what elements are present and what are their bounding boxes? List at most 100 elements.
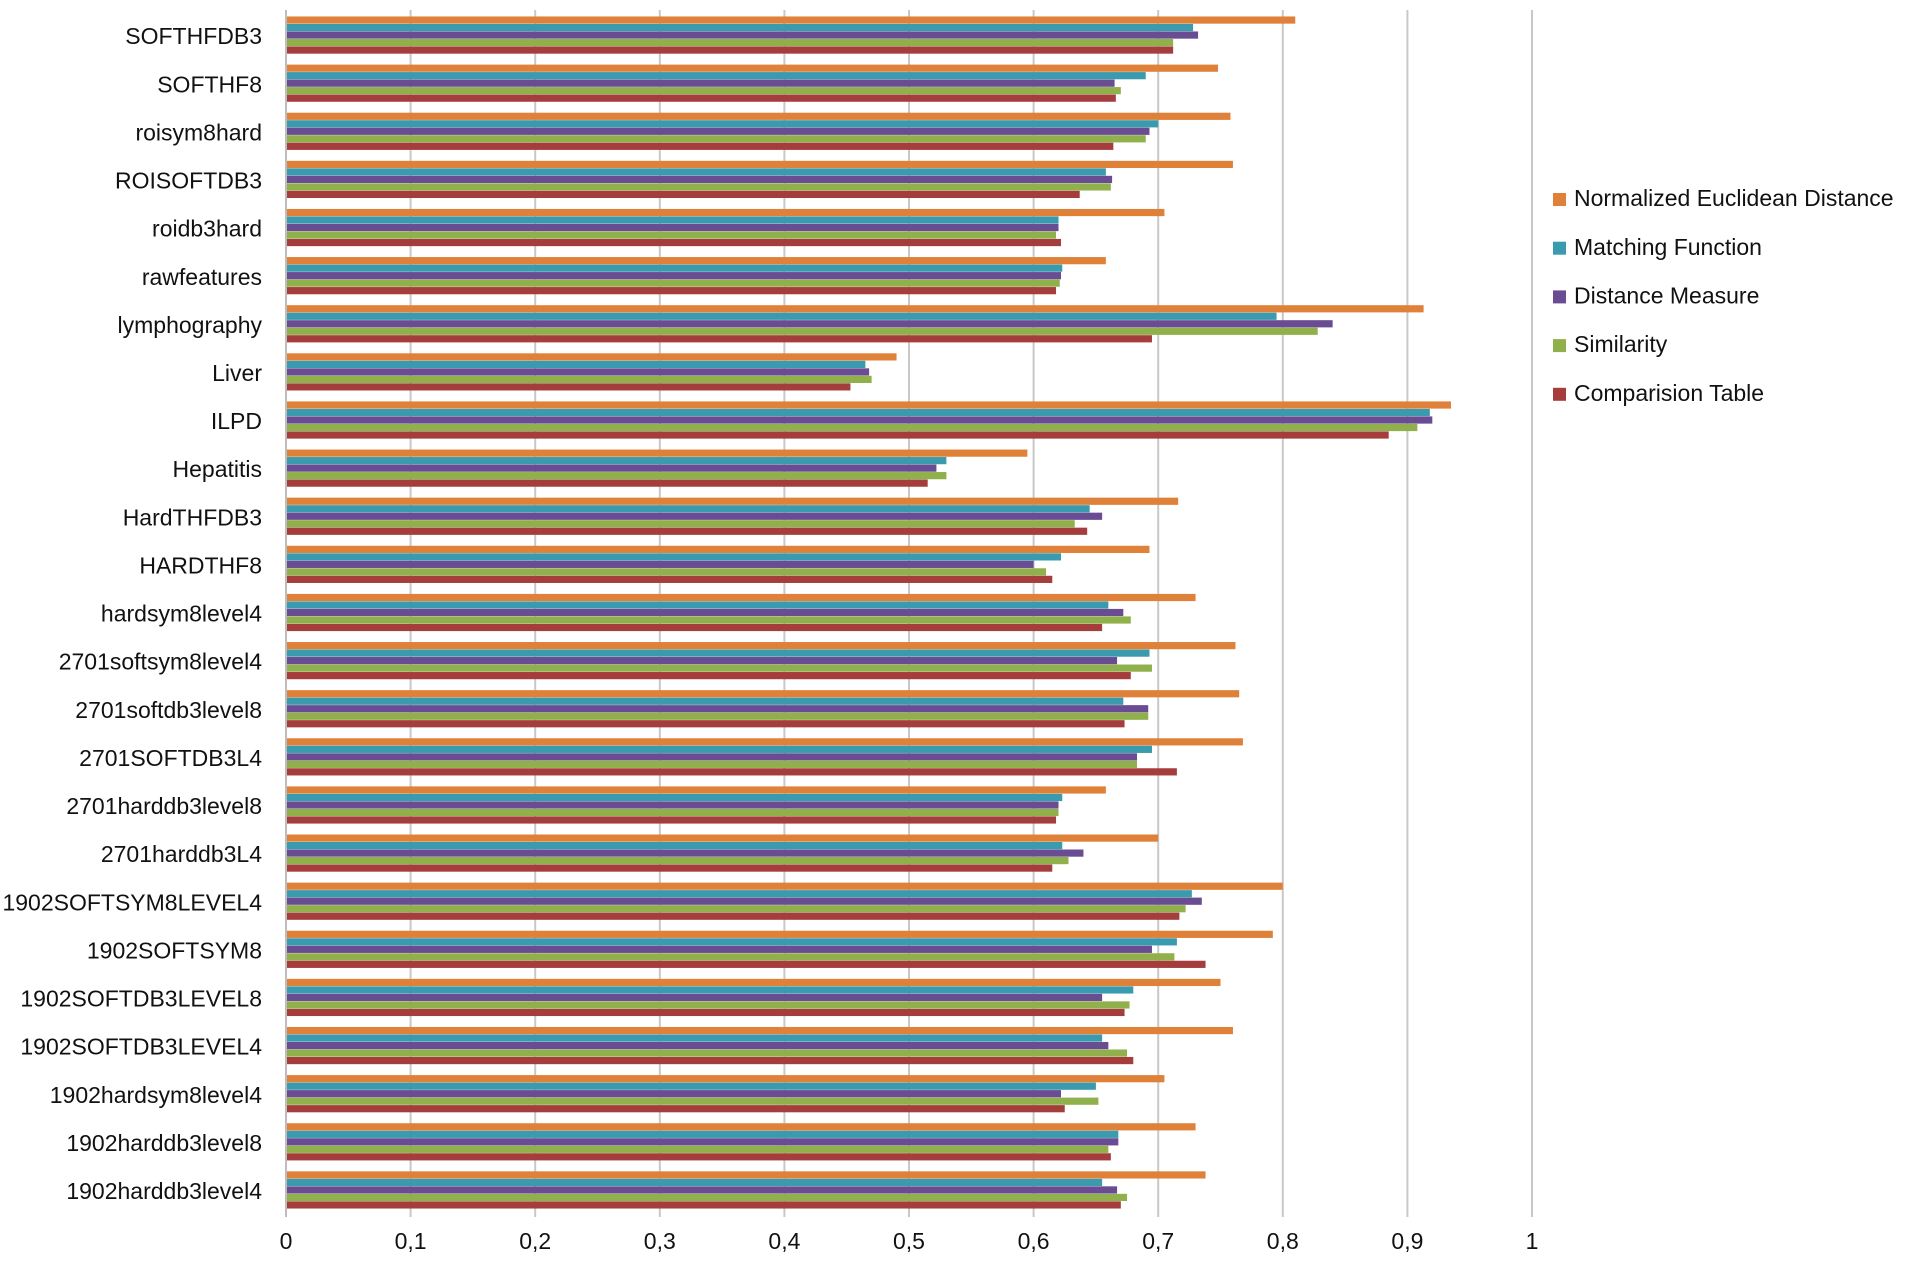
bar — [286, 672, 1131, 680]
bar — [286, 1186, 1118, 1194]
category-label: Liver — [212, 360, 262, 386]
category-label: 1902SOFTDB3LEVEL4 — [20, 1034, 262, 1060]
x-tick-label: 1 — [1526, 1228, 1539, 1254]
bar — [286, 953, 1175, 961]
bar — [286, 368, 870, 376]
bar — [286, 216, 1059, 224]
bar — [286, 1056, 1134, 1065]
legend-swatch — [1553, 339, 1566, 353]
category-label: roisym8hard — [135, 119, 262, 145]
category-label: roidb3hard — [152, 216, 262, 242]
legend-swatch — [1553, 290, 1566, 304]
bar — [286, 520, 1075, 528]
x-tick-label: 0,4 — [768, 1228, 800, 1254]
x-tick-labels: 0 0,1 0,2 0,3 0,4 0,5 0,6 0,7 0,8 0,9 1 — [280, 1228, 1539, 1254]
bar — [286, 208, 1165, 217]
x-tick-label: 0,9 — [1391, 1228, 1423, 1254]
bar — [286, 479, 928, 487]
bar — [286, 1138, 1119, 1146]
bar — [286, 793, 1063, 802]
bar — [286, 383, 851, 391]
bar — [286, 1082, 1096, 1090]
category-label: Hepatitis — [173, 456, 262, 482]
bar — [286, 505, 1090, 513]
bar — [286, 616, 1131, 624]
bar — [286, 449, 1028, 457]
bar — [286, 642, 1236, 650]
bar — [286, 1090, 1062, 1098]
bar — [286, 890, 1192, 898]
bar — [286, 649, 1150, 657]
bar — [286, 160, 1233, 169]
bar — [286, 190, 1080, 199]
bar — [286, 657, 1118, 665]
bar — [286, 112, 1231, 120]
bar — [286, 1178, 1103, 1187]
bar — [286, 1075, 1165, 1083]
category-label: 1902SOFTDB3LEVEL8 — [20, 986, 262, 1012]
bar — [286, 1130, 1119, 1138]
bar — [286, 142, 1114, 150]
bar — [286, 697, 1124, 705]
bar — [286, 431, 1389, 439]
bar — [286, 38, 1174, 47]
legend-swatch — [1553, 387, 1566, 401]
bar — [286, 1105, 1065, 1113]
bar — [286, 168, 1106, 176]
bar — [286, 1049, 1128, 1057]
bar — [286, 1041, 1109, 1050]
bar — [286, 593, 1196, 602]
bar — [286, 930, 1273, 938]
bar — [286, 327, 1318, 335]
bar — [286, 375, 872, 383]
bar — [286, 127, 1150, 135]
category-label: hardsym8level4 — [101, 601, 262, 627]
bar — [286, 46, 1174, 54]
bar — [286, 238, 1062, 247]
bar — [286, 1153, 1111, 1161]
bar — [286, 135, 1146, 143]
bar — [286, 527, 1088, 535]
legend-label: Matching Function — [1574, 234, 1762, 260]
category-label: 2701harddb3level8 — [66, 793, 262, 819]
category-label: ROISOFTDB3 — [115, 167, 262, 193]
category-label: 1902hardsym8level4 — [50, 1082, 262, 1108]
category-label: lymphography — [118, 312, 263, 338]
bar — [286, 768, 1177, 776]
bar — [286, 897, 1202, 905]
x-tick-label: 0,7 — [1142, 1228, 1174, 1254]
bar — [286, 257, 1106, 265]
bar — [286, 16, 1296, 24]
bar — [286, 320, 1333, 328]
legend-label: Distance Measure — [1574, 282, 1759, 308]
bar — [286, 986, 1134, 994]
bar — [286, 938, 1177, 946]
bar — [286, 305, 1424, 313]
bar — [286, 223, 1059, 232]
category-label: 2701harddb3L4 — [101, 841, 262, 867]
bar — [286, 545, 1150, 553]
bar — [286, 705, 1149, 713]
bar — [286, 978, 1221, 987]
category-label: 2701softdb3level8 — [75, 697, 262, 723]
bar — [286, 401, 1452, 409]
bar — [286, 87, 1121, 95]
bar — [286, 601, 1109, 609]
bar — [286, 279, 1060, 287]
bar — [286, 457, 947, 465]
bar — [286, 842, 1063, 850]
bar — [286, 72, 1146, 80]
bar — [286, 353, 897, 361]
category-label: HardTHFDB3 — [123, 504, 262, 530]
x-tick-label: 0,1 — [395, 1228, 427, 1254]
category-labels: SOFTHFDB3 SOFTHF8 roisym8hard ROISOFTDB3 roi… — [2, 23, 262, 1204]
bar — [286, 423, 1418, 432]
bar — [286, 312, 1277, 320]
bar — [286, 23, 1194, 32]
legend-label: Normalized Euclidean Distance — [1574, 185, 1894, 211]
bar — [286, 912, 1180, 920]
bar — [286, 64, 1219, 72]
legend-label: Comparision Table — [1574, 380, 1764, 406]
bars — [286, 16, 1452, 1209]
bar — [286, 1171, 1206, 1179]
